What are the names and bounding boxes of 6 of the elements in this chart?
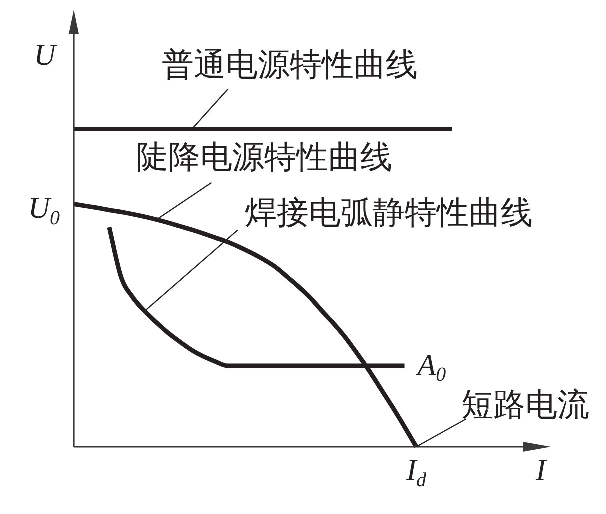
y-axis-title: U — [34, 39, 58, 72]
series-label: 普通电源特性曲线 — [162, 46, 418, 84]
series-label: 陡降电源特性曲线 — [136, 138, 393, 176]
text: 短路电流 — [462, 385, 590, 424]
x-axis-title: I — [535, 454, 548, 487]
text: 焊接电弧静特性曲线 — [244, 194, 533, 232]
